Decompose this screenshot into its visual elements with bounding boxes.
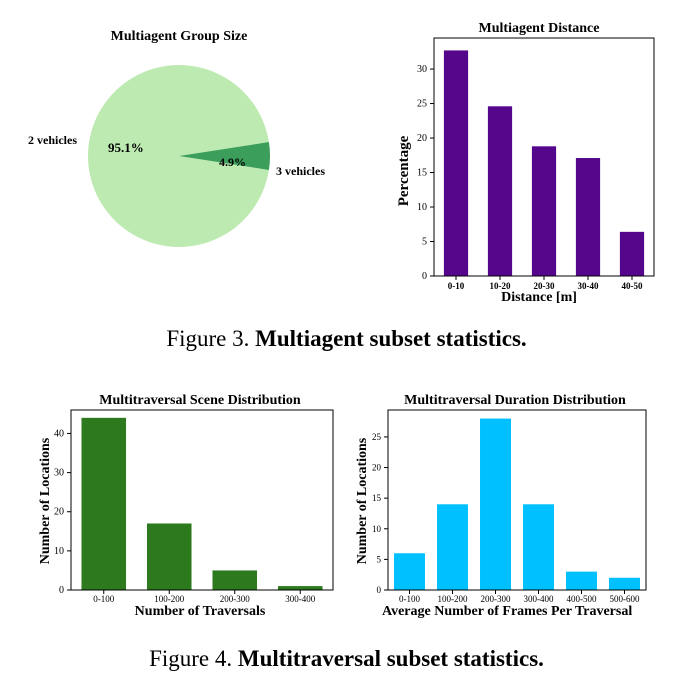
bar-200-300	[212, 570, 258, 590]
x-tick-label: 40-50	[622, 281, 643, 291]
x-tick-label: 100-200	[438, 594, 468, 604]
y-tick-label: 25	[372, 432, 382, 442]
x-tick-label: 10-20	[490, 281, 511, 291]
x-tick-label: 20-30	[534, 281, 555, 291]
bar-0-100	[81, 417, 127, 590]
y-tick-label: 30	[417, 64, 427, 75]
y-tick-label: 10	[372, 524, 382, 534]
y-axis-label: Percentage	[396, 135, 412, 206]
x-axis-label: Number of Traversals	[135, 604, 266, 619]
bar-chart-title: Multitraversal Duration Distribution	[404, 393, 626, 408]
x-tick-label: 300-400	[285, 594, 315, 604]
y-tick-label: 0	[422, 271, 427, 282]
bar-chart-title: Multitraversal Scene Distribution	[99, 393, 301, 408]
y-tick-label: 40	[54, 428, 64, 439]
bar-0-10	[443, 50, 469, 276]
y-tick-label: 15	[417, 168, 427, 179]
bar-20-30	[531, 146, 557, 276]
y-tick-label: 20	[417, 133, 427, 144]
bar-0-100	[394, 553, 425, 590]
x-tick-label: 300-400	[524, 594, 554, 604]
pie-label-2-vehicles: 2 vehicles	[28, 133, 77, 147]
bar-200-300	[480, 418, 511, 590]
y-tick-label: 30	[54, 468, 64, 479]
plot-frame	[433, 37, 655, 277]
bar-500-600	[609, 577, 640, 590]
x-axis-label: Average Number of Frames Per Traversal	[382, 604, 632, 619]
bar-chart-multiagent-distance: Multiagent Distance Distance [m] Percent…	[396, 21, 655, 305]
bar-10-20	[487, 106, 513, 276]
y-axis-label: Number of Locations	[38, 437, 53, 564]
bar-30-40	[575, 158, 601, 276]
plot-area: 0-100 100-200 200-300 300-400 0 10 20 30 40	[54, 409, 334, 604]
x-tick-label: 100-200	[154, 594, 184, 604]
x-tick-label: 0-100	[93, 594, 114, 604]
bar-chart-scene-distribution: Multitraversal Scene Distribution Number…	[38, 393, 334, 619]
figure-4-caption: Figure 4. Multitraversal subset statisti…	[0, 646, 693, 672]
pie-slice-3-vehicles	[179, 142, 270, 170]
x-tick-label: 200-300	[481, 594, 511, 604]
pie-label-3-vehicles: 3 vehicles	[276, 164, 325, 178]
y-tick-label: 5	[422, 237, 427, 248]
x-tick-label: 0-10	[448, 281, 465, 291]
figure-3-title: Multiagent subset statistics.	[255, 326, 527, 351]
y-tick-label: 20	[372, 463, 382, 473]
y-axis-label: Number of Locations	[355, 437, 370, 564]
pie-slice-2-vehicles	[87, 65, 269, 248]
plot-frame	[387, 409, 647, 591]
bar-chart-title: Multiagent Distance	[479, 21, 600, 36]
y-tick-label: 0	[377, 585, 382, 595]
plot-area: 0-10 10-20 20-30 30-40 40-50 0 5 10 15 20 25 30	[417, 37, 655, 291]
bar-300-400	[277, 586, 323, 590]
pie-percent-2-vehicles: 95.1%	[108, 140, 144, 155]
plot-area: 0-100 100-200 200-300 300-400 400-500 500-600…	[372, 409, 647, 604]
bar-400-500	[566, 571, 597, 590]
y-tick-label: 10	[54, 546, 64, 557]
y-tick-label: 20	[54, 507, 64, 518]
pie-chart-group-size: Multiagent Group Size 2 vehicles 3 vehic…	[28, 29, 325, 248]
x-tick-label: 500-600	[610, 594, 640, 604]
x-axis-label: Distance [m]	[501, 290, 577, 305]
pie-chart-title: Multiagent Group Size	[111, 29, 248, 44]
figure-4-prefix: Figure 4.	[149, 646, 233, 671]
x-tick-label: 0-100	[399, 594, 420, 604]
bar-100-200	[437, 504, 468, 590]
plot-frame	[70, 409, 334, 591]
bar-100-200	[146, 523, 192, 590]
y-tick-label: 15	[372, 493, 382, 503]
pie-percent-3-vehicles: 4.9%	[219, 155, 246, 169]
bar-chart-duration-distribution: Multitraversal Duration Distribution Ave…	[355, 393, 647, 619]
figure-4-title: Multitraversal subset statistics.	[237, 646, 544, 671]
figure-3-prefix: Figure 3.	[166, 326, 250, 351]
y-tick-label: 10	[417, 202, 427, 213]
pie-slices	[87, 65, 270, 248]
bar-300-400	[523, 504, 554, 590]
bar-40-50	[619, 231, 645, 276]
figure-3-caption: Figure 3. Multiagent subset statistics.	[0, 326, 693, 352]
y-tick-label: 0	[59, 585, 64, 596]
x-tick-label: 200-300	[220, 594, 250, 604]
y-tick-label: 5	[377, 554, 382, 564]
x-tick-label: 400-500	[567, 594, 597, 604]
y-tick-label: 25	[417, 99, 427, 110]
x-tick-label: 30-40	[578, 281, 599, 291]
